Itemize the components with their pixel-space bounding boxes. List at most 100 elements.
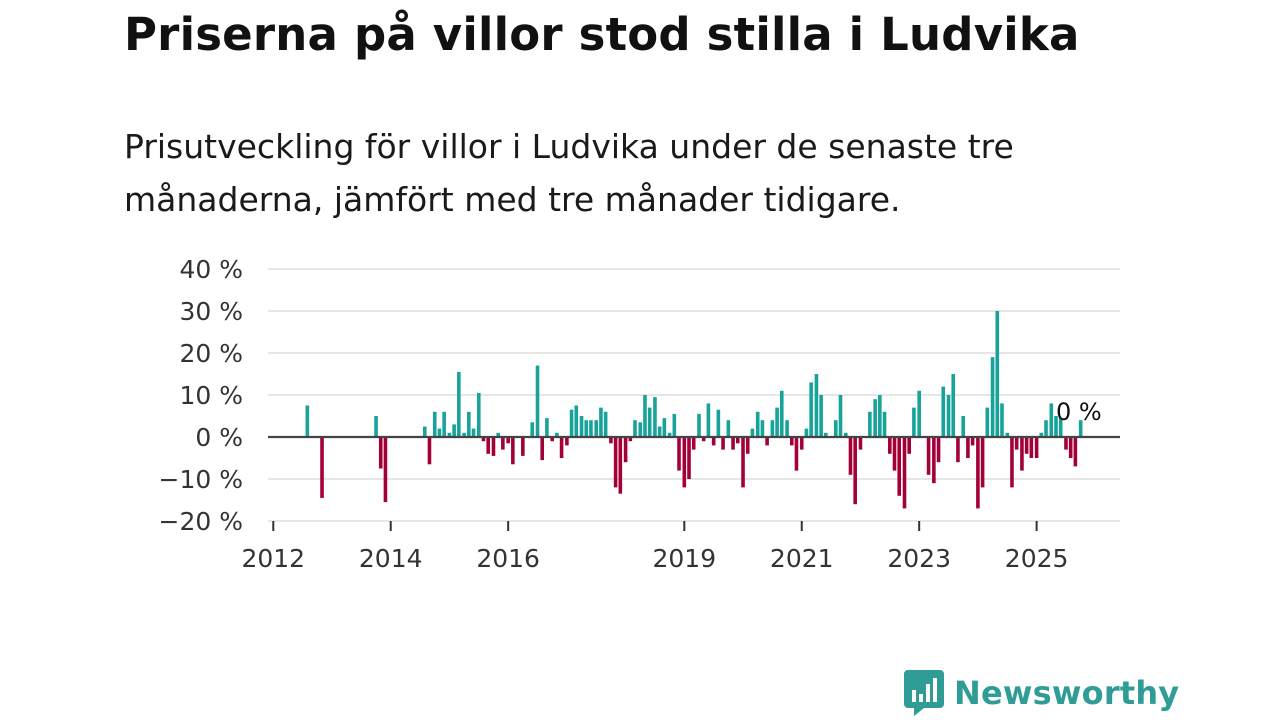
bar xyxy=(477,392,481,437)
bar xyxy=(779,390,784,437)
bar xyxy=(853,437,857,505)
bar xyxy=(932,437,936,484)
bar xyxy=(961,416,966,437)
bar xyxy=(701,437,706,442)
bar xyxy=(447,432,452,437)
bar xyxy=(481,437,486,442)
bar xyxy=(467,411,471,437)
bar xyxy=(838,395,843,437)
bar xyxy=(726,420,731,437)
bar xyxy=(491,437,496,456)
bar xyxy=(594,420,599,437)
bar xyxy=(990,357,995,437)
bar xyxy=(770,420,775,437)
y-tick-label: 20 % xyxy=(179,339,243,368)
bar xyxy=(995,311,1000,437)
bar xyxy=(422,426,427,437)
bar xyxy=(697,413,701,437)
bar xyxy=(672,413,677,437)
bar xyxy=(936,437,941,463)
bar xyxy=(609,437,613,444)
bar xyxy=(745,437,750,454)
bar xyxy=(442,411,446,437)
bar xyxy=(882,411,887,437)
bar xyxy=(1034,437,1039,458)
bar xyxy=(848,437,853,475)
bar xyxy=(1054,416,1058,437)
bars xyxy=(305,311,1083,509)
bar xyxy=(667,432,672,437)
bar xyxy=(907,437,911,454)
y-tick-label: −20 % xyxy=(159,507,243,536)
x-tick-label: 2012 xyxy=(241,544,305,573)
bar xyxy=(378,437,383,469)
bar xyxy=(574,405,579,437)
bar xyxy=(1024,437,1029,454)
bar xyxy=(868,411,872,437)
bar xyxy=(946,395,951,437)
bar xyxy=(511,437,515,465)
bar xyxy=(760,420,765,437)
bar xyxy=(897,437,902,496)
bar xyxy=(638,422,643,437)
bar xyxy=(691,437,696,450)
bar xyxy=(765,437,769,446)
bar xyxy=(1078,420,1083,437)
bar xyxy=(603,411,608,437)
bar xyxy=(706,403,711,437)
x-tick-label: 2014 xyxy=(359,544,423,573)
y-tick-label: 30 % xyxy=(179,297,243,326)
bar xyxy=(985,407,990,437)
bar xyxy=(843,432,848,437)
bar xyxy=(731,437,735,450)
bar xyxy=(956,437,960,463)
bar xyxy=(789,437,794,446)
bar xyxy=(555,432,559,437)
bar xyxy=(682,437,687,488)
x-tick-label: 2025 xyxy=(1005,544,1069,573)
bar xyxy=(926,437,931,475)
bar xyxy=(599,407,603,437)
bar xyxy=(1073,437,1078,467)
bar xyxy=(521,437,525,456)
last-value-label: 0 % xyxy=(1056,398,1102,426)
bar xyxy=(711,437,716,446)
bar xyxy=(496,432,500,437)
bar xyxy=(799,437,804,450)
bar xyxy=(613,437,618,488)
bar xyxy=(735,437,740,444)
bar xyxy=(750,428,755,437)
bar xyxy=(550,437,554,442)
brand-name: Newsworthy xyxy=(954,674,1180,712)
bar xyxy=(1000,403,1004,437)
bar xyxy=(794,437,799,471)
bar xyxy=(565,437,569,446)
bar xyxy=(976,437,980,509)
bar xyxy=(623,437,628,463)
bar xyxy=(471,428,476,437)
x-tick-label: 2023 xyxy=(887,544,951,573)
bar xyxy=(966,437,970,458)
bar xyxy=(980,437,985,488)
bar xyxy=(545,418,549,437)
bar xyxy=(647,407,652,437)
bar xyxy=(1020,437,1024,471)
bar xyxy=(917,390,921,437)
bar xyxy=(912,407,916,437)
bar xyxy=(1068,437,1073,458)
bar xyxy=(1005,432,1010,437)
bar xyxy=(501,437,505,450)
bar xyxy=(873,399,877,437)
bar xyxy=(559,437,564,458)
bar xyxy=(462,432,466,437)
bar xyxy=(1029,437,1034,458)
bar xyxy=(653,397,657,437)
bar xyxy=(633,420,637,437)
bar xyxy=(579,416,584,437)
chart-title: Priserna på villor stod stilla i Ludvika xyxy=(124,8,1080,61)
bar xyxy=(1058,418,1063,437)
bar xyxy=(540,437,545,461)
newsworthy-bars-icon xyxy=(904,670,944,716)
bar xyxy=(888,437,892,454)
bar xyxy=(834,420,838,437)
